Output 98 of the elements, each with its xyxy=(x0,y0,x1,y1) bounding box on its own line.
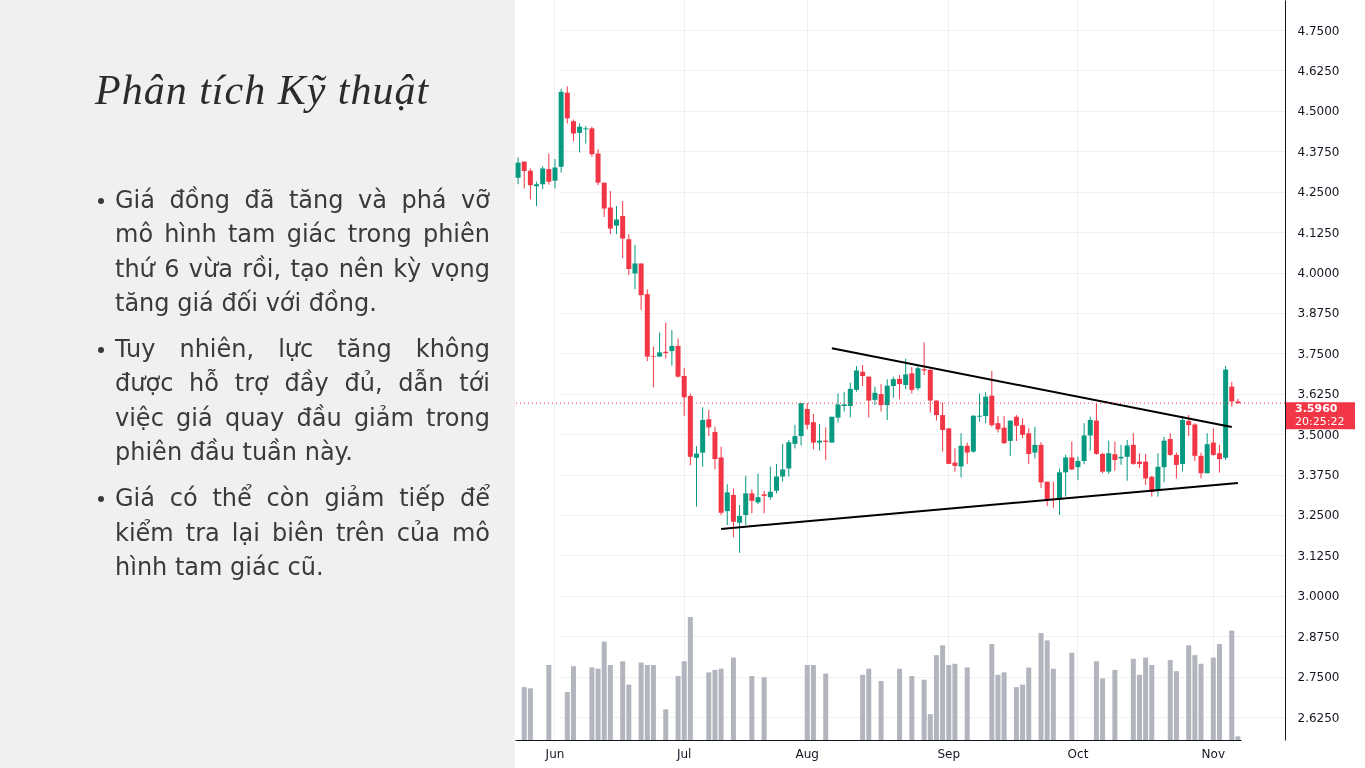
candlestick xyxy=(884,378,890,421)
y-tick-label: 3.8750 xyxy=(1297,306,1340,321)
y-tick-label: 4.0000 xyxy=(1297,266,1340,281)
candlestick xyxy=(860,364,866,387)
candlestick xyxy=(534,181,540,207)
candlestick xyxy=(1032,426,1038,459)
bar xyxy=(878,680,884,740)
candlestick xyxy=(620,200,626,259)
bar xyxy=(964,667,970,740)
y-tick-label: 2.8750 xyxy=(1297,629,1340,644)
y-tick-label: 4.5000 xyxy=(1297,104,1340,119)
candlestick xyxy=(1173,452,1179,479)
y-tick-label: 4.2500 xyxy=(1297,185,1340,200)
candlestick xyxy=(737,504,743,554)
candlestick xyxy=(958,432,964,478)
candlestick xyxy=(669,329,675,367)
x-tick-label: Sep xyxy=(937,746,961,761)
bar xyxy=(1001,672,1007,740)
candlestick xyxy=(515,156,521,185)
bar xyxy=(897,668,903,740)
candlestick xyxy=(1106,440,1112,475)
candlestick xyxy=(657,332,663,358)
x-tick-label: Oct xyxy=(1067,746,1089,761)
bar xyxy=(761,677,767,740)
candlestick xyxy=(743,475,749,526)
bar xyxy=(909,676,915,740)
candlestick xyxy=(964,442,970,465)
y-tick-label: 4.3750 xyxy=(1297,144,1340,159)
candlestick xyxy=(1124,439,1130,482)
x-tick-label: Aug xyxy=(795,746,819,761)
text: 20:25:22 xyxy=(1295,415,1345,429)
candlestick xyxy=(614,205,620,235)
ref-line-label: 3.5960 xyxy=(1295,402,1338,416)
candlestick xyxy=(780,443,786,483)
bar xyxy=(718,668,724,740)
candlestick xyxy=(706,409,712,437)
candlestick xyxy=(1198,452,1204,479)
candlestick xyxy=(1112,441,1118,472)
candlestick xyxy=(1167,432,1173,457)
candlestick xyxy=(872,386,878,406)
candlestick xyxy=(1100,452,1106,474)
candlestick xyxy=(1001,415,1007,445)
y-tick-label: 3.5000 xyxy=(1297,427,1340,442)
candlestick xyxy=(632,244,638,290)
bar xyxy=(749,676,755,740)
candlestick xyxy=(909,366,915,394)
y-tick-label: 3.2500 xyxy=(1297,508,1340,523)
candlestick xyxy=(897,374,903,400)
candlestick xyxy=(767,466,773,501)
candlestick xyxy=(983,391,989,424)
candlestick xyxy=(694,445,699,508)
candlestick xyxy=(1155,452,1161,498)
candlestick xyxy=(817,423,823,452)
candlestick xyxy=(773,463,779,494)
text: Giá có thể còn giảm tiếp để kiểm tra lại biên trên của mô hình tam giác cũ. xyxy=(115,483,490,583)
candlestick xyxy=(1075,455,1081,481)
bar xyxy=(663,709,669,740)
x-tick-label: Jun xyxy=(544,746,565,761)
bar xyxy=(1069,652,1075,740)
bar xyxy=(1198,663,1204,740)
y-tick-label: 3.0000 xyxy=(1297,589,1340,604)
candlestick xyxy=(890,376,896,399)
y-tick-label: 3.1250 xyxy=(1297,548,1340,563)
candlestick xyxy=(521,161,527,189)
bar xyxy=(823,673,829,740)
y-tick-label: 4.7500 xyxy=(1297,23,1340,38)
candlestick xyxy=(1007,420,1013,457)
candlestick xyxy=(527,167,533,200)
candlestick xyxy=(755,473,761,505)
bar xyxy=(589,667,595,740)
y-tick-label: 4.6250 xyxy=(1297,63,1340,78)
y-tick-label: 3.6250 xyxy=(1297,387,1340,402)
x-tick-label: Jul xyxy=(675,746,692,761)
x-tick-label: Nov xyxy=(1201,746,1226,761)
y-tick-label: 2.7500 xyxy=(1297,670,1340,685)
bar xyxy=(1112,669,1118,740)
candlestick xyxy=(552,158,558,189)
candlestick xyxy=(903,358,909,390)
bar xyxy=(546,664,552,740)
candlestick xyxy=(915,364,921,392)
text: Tuy nhiên, lực tăng không được hỗ trợ đầy đủ, dẫn tới việc giá quay đầu giảm trong phiên đầu tuần này. xyxy=(115,334,490,469)
y-tick-label: 3.7500 xyxy=(1297,346,1340,361)
text: Phân tích Kỹ thuật xyxy=(95,66,430,114)
candlestick xyxy=(540,165,546,190)
candlestick xyxy=(546,153,552,186)
y-tick-label: 2.6250 xyxy=(1297,710,1340,725)
candlestick xyxy=(724,483,730,526)
y-tick-label: 3.3750 xyxy=(1297,468,1340,483)
candlestick xyxy=(761,490,767,514)
candlestick xyxy=(570,119,576,142)
y-tick-label: 4.1250 xyxy=(1297,225,1340,240)
bar xyxy=(730,657,736,740)
candlestick xyxy=(749,488,755,514)
text: Giá đồng đã tăng và phá vỡ mô hình tam giác trong phiên thứ 6 vừa rồi, tạo nên kỳ vọng tăng giá đối với đồng. xyxy=(115,185,490,319)
candlestick xyxy=(1044,481,1050,507)
candlestick xyxy=(1087,416,1093,452)
candlestick xyxy=(1063,454,1069,498)
candlestick xyxy=(1069,441,1075,471)
